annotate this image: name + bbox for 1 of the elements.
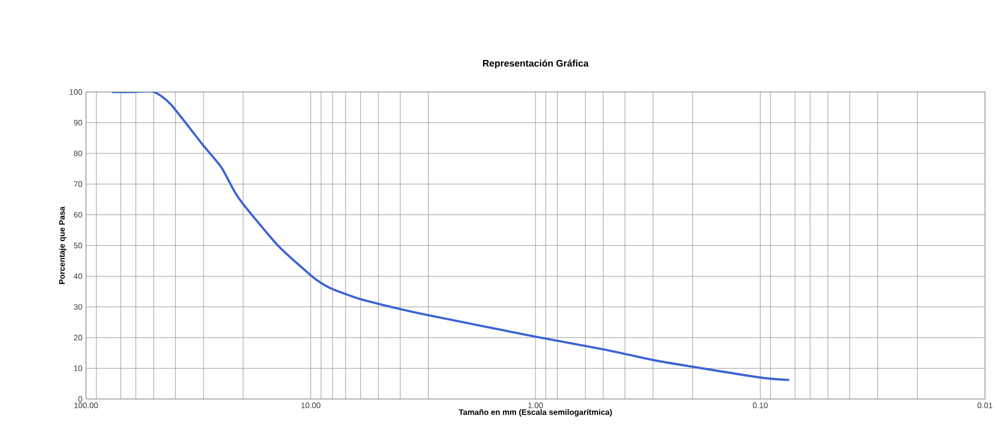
chart-title: Representación Gráfica: [483, 60, 589, 68]
